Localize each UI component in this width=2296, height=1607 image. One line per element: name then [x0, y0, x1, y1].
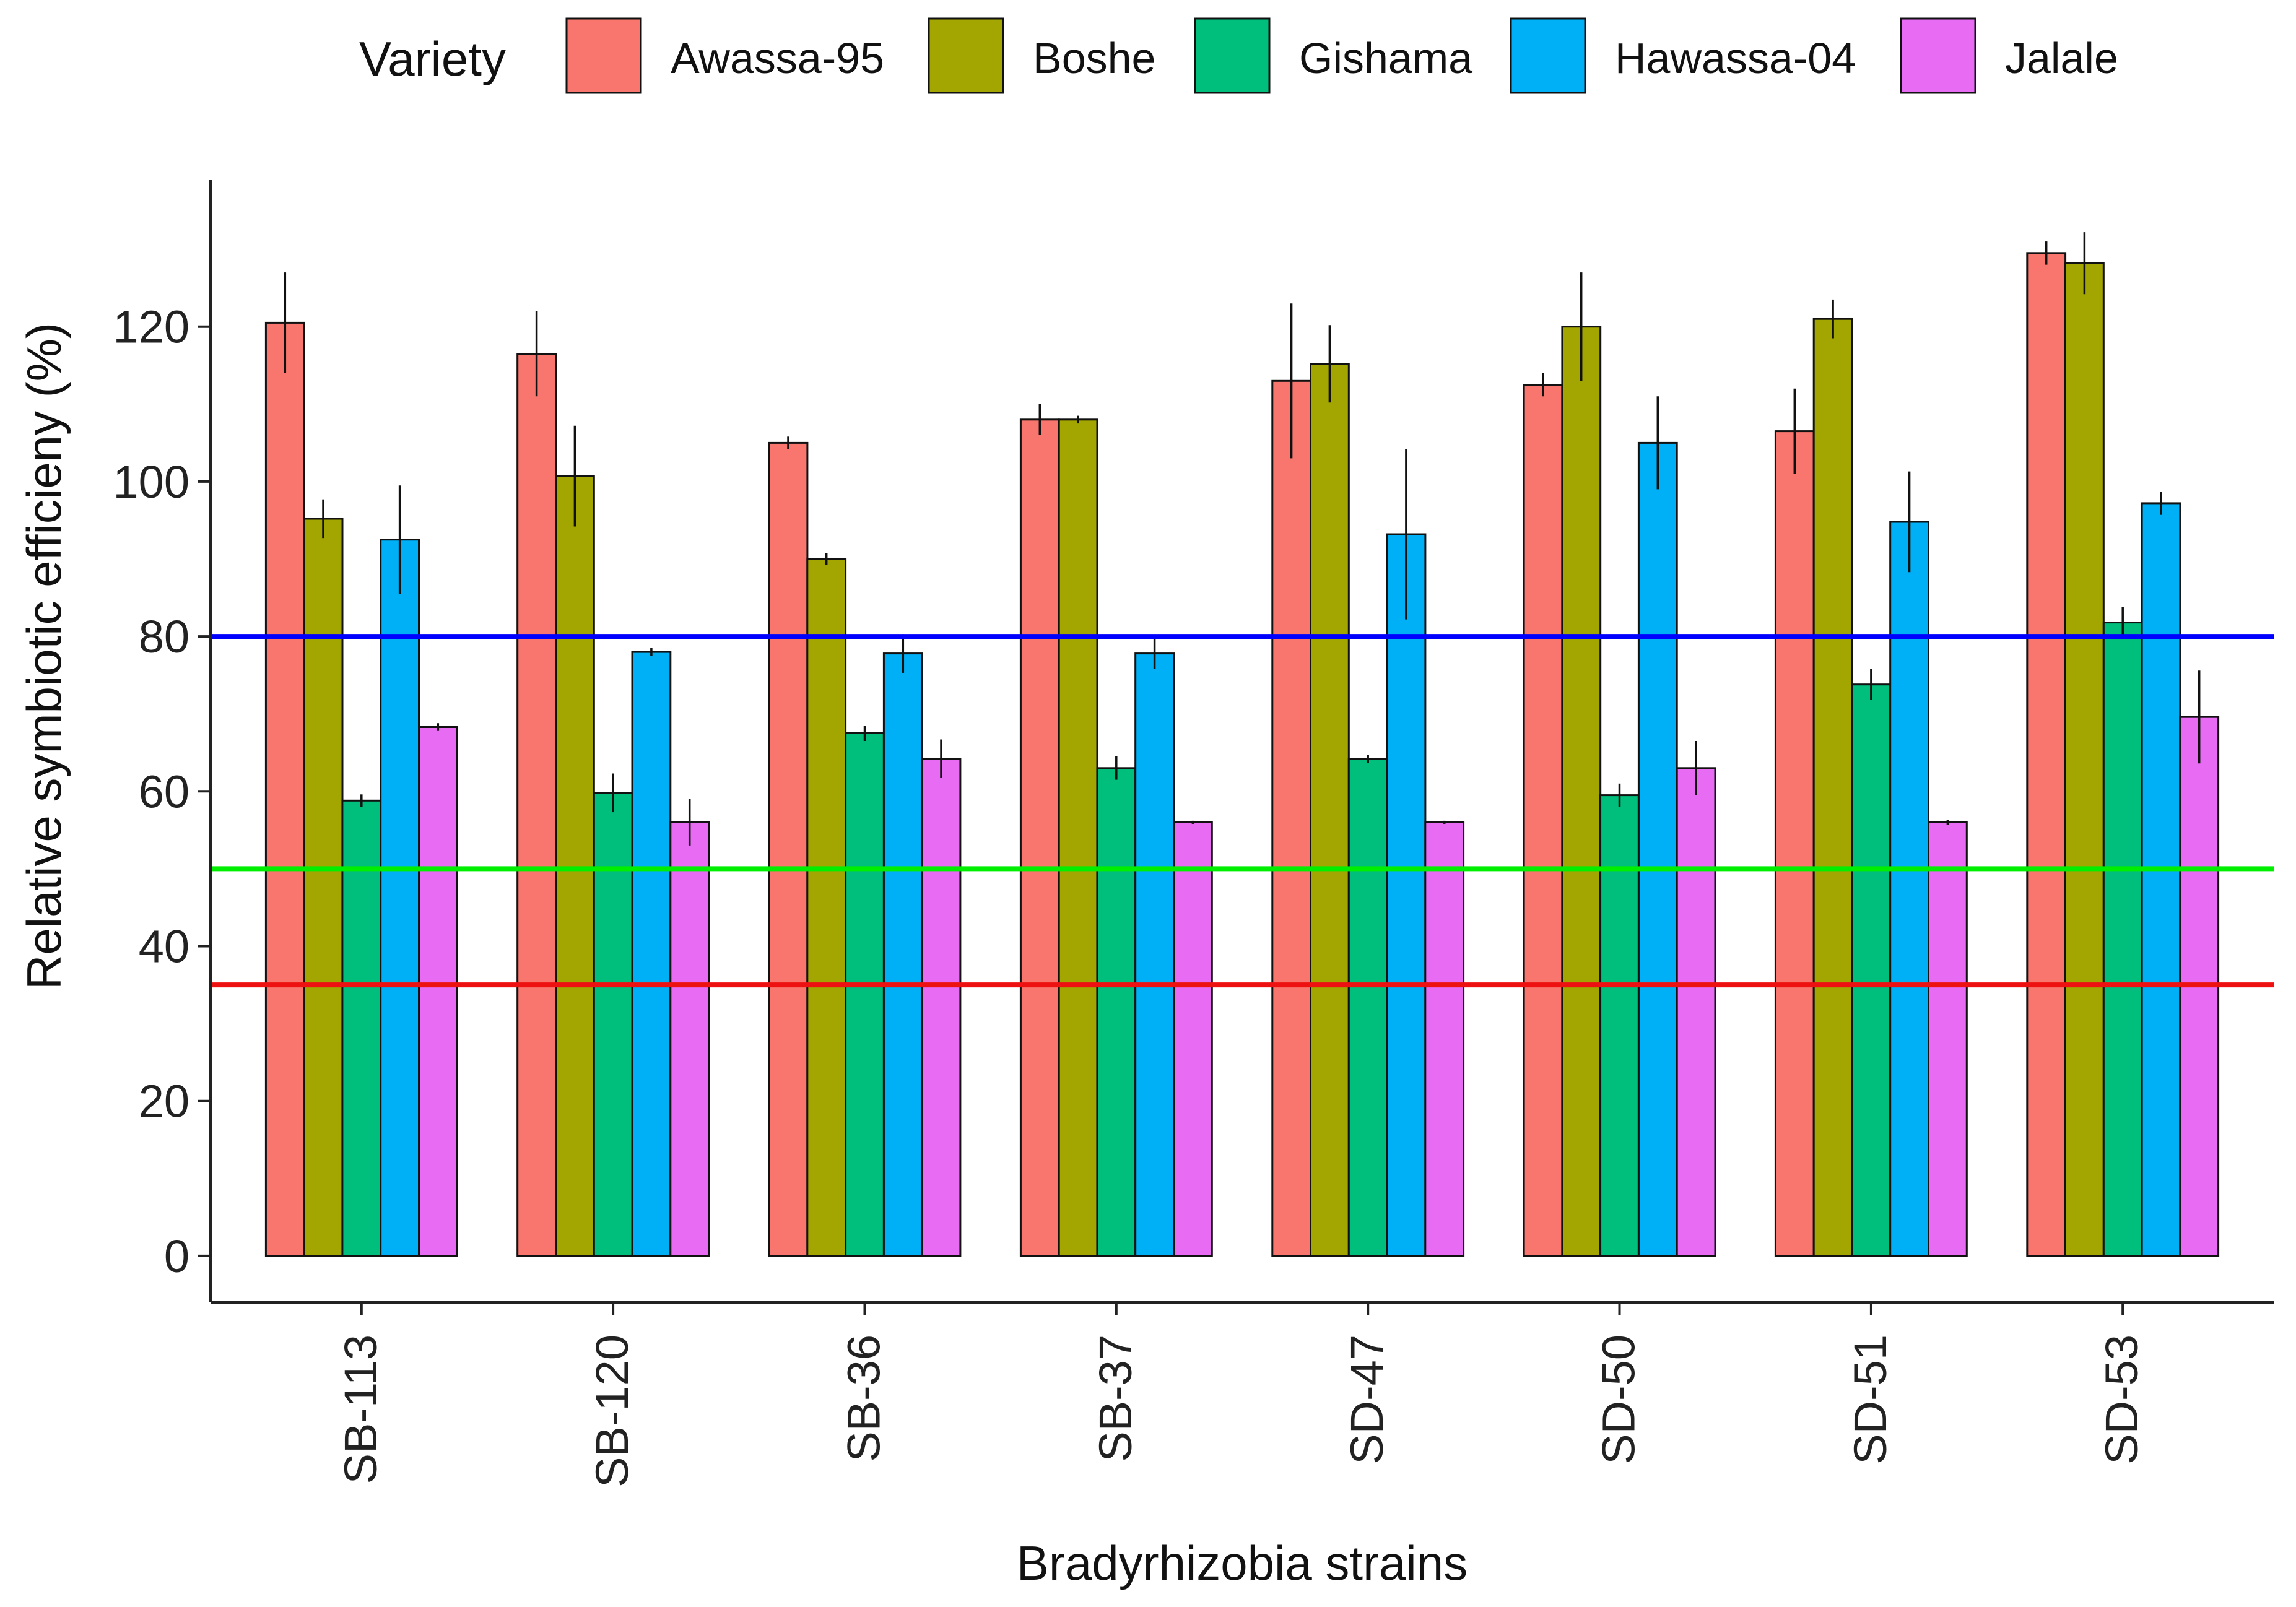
- legend: Variety Awassa-95 Boshe Gishama Hawassa-04 J…: [359, 17, 2118, 94]
- bar-Awassa-95-SB-113: [264, 321, 305, 1257]
- legend-label-Awassa-95: Awassa-95: [671, 34, 884, 82]
- bar-Gishama-SB-113: [341, 799, 382, 1257]
- bar-Boshe-SD-50: [1561, 326, 1602, 1257]
- bar-Hawassa-04-SB-120: [631, 651, 672, 1257]
- legend-key-Boshe: [928, 17, 1004, 94]
- bar-Awassa-95-SD-51: [1774, 430, 1815, 1257]
- bar-Gishama-SD-53: [2102, 622, 2143, 1257]
- bar-Awassa-95-SD-50: [1523, 384, 1563, 1257]
- legend-key-Gishama: [1194, 17, 1271, 94]
- bar-Boshe-SD-51: [1812, 318, 1853, 1257]
- legend-key-Awassa-95: [565, 17, 642, 94]
- x-tick-label: SB-36: [838, 1335, 890, 1462]
- legend-title: Variety: [359, 32, 506, 86]
- x-tick-label: SB-37: [1090, 1335, 1141, 1462]
- y-axis-title: Relative symbiotic efficieny (%): [17, 323, 71, 990]
- legend-key-Hawassa-04: [1510, 17, 1586, 94]
- bar-Boshe-SB-36: [806, 558, 847, 1257]
- bar-Boshe-SD-47: [1310, 363, 1350, 1257]
- bar-Awassa-95-SD-47: [1271, 379, 1312, 1257]
- bar-Hawassa-04-SB-37: [1134, 652, 1175, 1257]
- legend-label-Boshe: Boshe: [1033, 34, 1155, 82]
- bar-Jalale-SB-36: [921, 758, 962, 1257]
- x-tick-label: SB-120: [586, 1335, 638, 1488]
- y-axis: 0 20 40 60 80 100 120: [113, 180, 212, 1302]
- bar-Boshe-SB-113: [303, 518, 344, 1257]
- bar-Gishama-SB-36: [845, 732, 885, 1257]
- legend-label-Gishama: Gishama: [1299, 34, 1472, 82]
- x-tick-label: SD-47: [1341, 1335, 1393, 1465]
- legend-label-Jalale: Jalale: [2005, 34, 2118, 82]
- bar-Jalale-SB-113: [418, 726, 458, 1257]
- bar-Boshe-SD-53: [2064, 262, 2105, 1257]
- bars-layer: [264, 252, 2220, 1257]
- bar-Jalale-SD-50: [1676, 767, 1716, 1257]
- x-tick-label: SD-50: [1593, 1335, 1645, 1465]
- bar-Hawassa-04-SB-113: [380, 539, 420, 1257]
- bar-Jalale-SD-47: [1424, 821, 1465, 1257]
- bar-Hawassa-04-SD-51: [1889, 521, 1929, 1257]
- y-tick-label: 20: [139, 1076, 189, 1127]
- bar-Gishama-SD-51: [1851, 683, 1892, 1257]
- y-tick-label: 40: [139, 921, 189, 972]
- bar-Hawassa-04-SD-53: [2141, 502, 2181, 1257]
- legend-label-Hawassa-04: Hawassa-04: [1615, 34, 1856, 82]
- bar-Boshe-SB-37: [1058, 418, 1098, 1257]
- y-tick-label: 100: [113, 456, 189, 508]
- bar-Hawassa-04-SD-47: [1386, 533, 1427, 1257]
- bar-Hawassa-04-SD-50: [1637, 441, 1678, 1257]
- x-tick-label: SD-51: [1845, 1335, 1896, 1465]
- bar-Awassa-95-SD-53: [2026, 252, 2067, 1257]
- x-axis: SB-113 SB-120 SB-36 SB-37 SD-47 SD-50 SD-51 SD-…: [211, 1301, 2274, 1488]
- x-tick-label: SD-53: [2096, 1335, 2147, 1465]
- y-tick-label: 120: [113, 301, 189, 353]
- bar-Gishama-SB-120: [593, 792, 633, 1257]
- y-tick-label: 80: [139, 611, 189, 662]
- bar-Gishama-SB-37: [1096, 767, 1137, 1257]
- legend-key-Jalale: [1900, 17, 1976, 94]
- bar-Awassa-95-SB-120: [516, 353, 557, 1257]
- bar-Boshe-SB-120: [555, 475, 595, 1257]
- x-axis-title: Bradyrhizobia strains: [1017, 1536, 1468, 1590]
- bar-Jalale-SB-120: [669, 821, 710, 1257]
- bar-Gishama-SD-50: [1599, 794, 1640, 1257]
- bar-Jalale-SB-37: [1173, 821, 1213, 1257]
- bar-Gishama-SD-47: [1347, 758, 1388, 1257]
- bar-Awassa-95-SB-37: [1019, 418, 1060, 1257]
- y-tick-label: 0: [164, 1231, 189, 1282]
- bar-Awassa-95-SB-36: [768, 441, 809, 1257]
- error-bars-layer: [284, 232, 2201, 846]
- y-tick-label: 60: [139, 766, 189, 817]
- bar-Hawassa-04-SB-36: [882, 652, 923, 1257]
- bar-Jalale-SD-51: [1928, 821, 1968, 1257]
- x-tick-label: SB-113: [335, 1335, 386, 1484]
- reference-lines-layer: [211, 634, 2274, 988]
